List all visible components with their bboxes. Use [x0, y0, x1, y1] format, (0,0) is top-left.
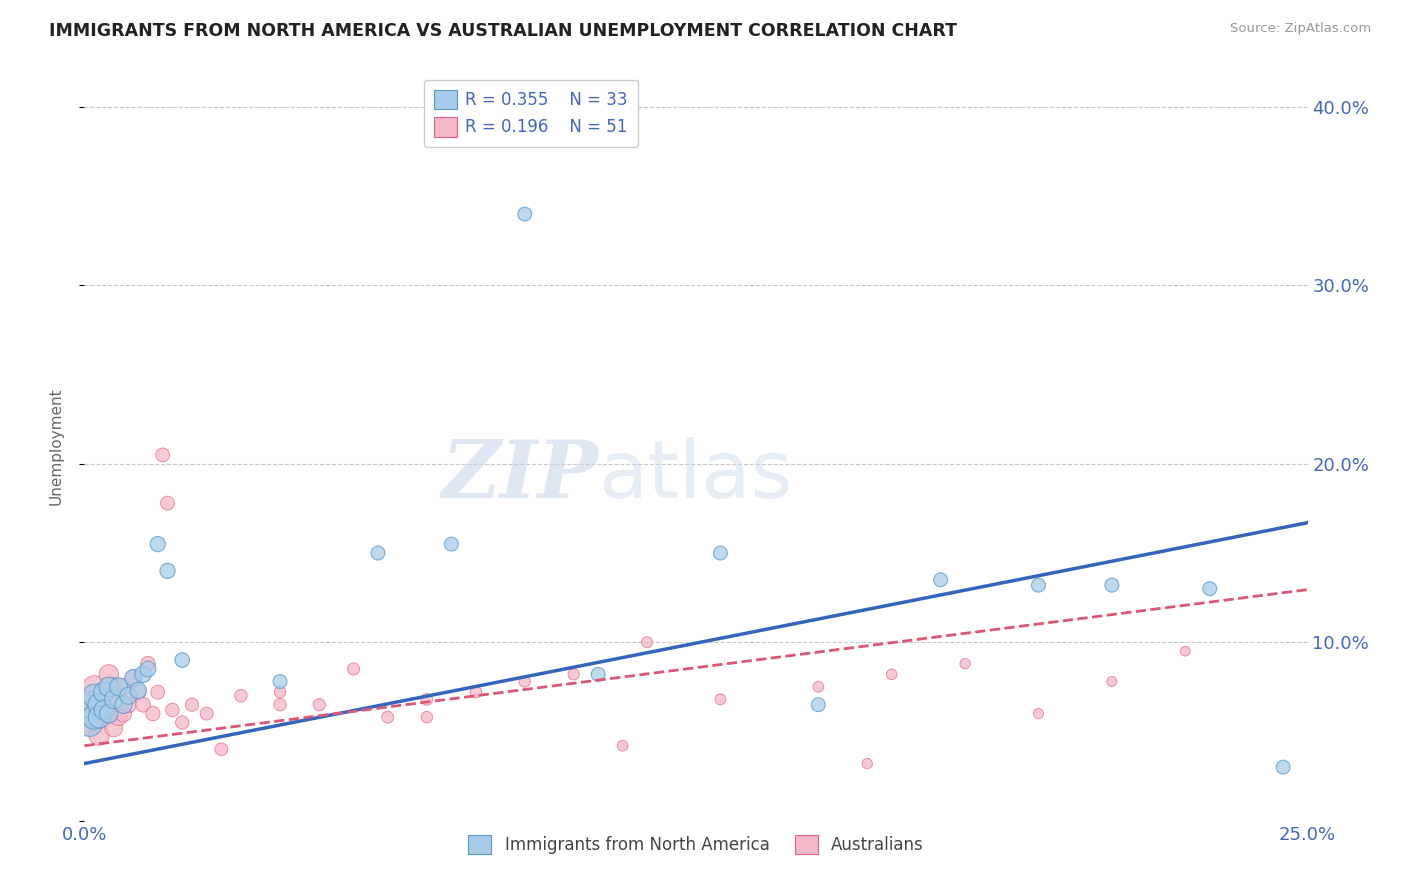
Point [929, 573, 952, 587]
Point [513, 207, 536, 221]
Point [636, 635, 658, 649]
Text: atlas: atlas [598, 437, 793, 515]
Point [87, 698, 110, 712]
Point [146, 685, 169, 699]
Point [103, 692, 125, 706]
Point [83, 710, 105, 724]
Point [103, 680, 125, 694]
Point [87, 698, 110, 712]
Point [136, 657, 159, 671]
Point [83, 680, 105, 694]
Point [97, 706, 120, 721]
Point [77, 698, 100, 712]
Point [440, 537, 463, 551]
Point [122, 671, 145, 685]
Text: Source: ZipAtlas.com: Source: ZipAtlas.com [1230, 22, 1371, 36]
Point [122, 671, 145, 685]
Point [269, 674, 291, 689]
Point [416, 692, 439, 706]
Point [209, 742, 232, 756]
Point [93, 703, 115, 717]
Point [112, 698, 135, 712]
Point [562, 667, 585, 681]
Point [97, 706, 120, 721]
Point [152, 448, 174, 462]
Y-axis label: Unemployment: Unemployment [49, 387, 63, 505]
Legend: Immigrants from North America, Australians: Immigrants from North America, Australia… [461, 829, 931, 861]
Point [107, 680, 129, 694]
Point [132, 698, 155, 712]
Point [87, 710, 110, 724]
Point [181, 698, 204, 712]
Point [83, 689, 105, 703]
Point [156, 496, 179, 510]
Point [807, 680, 830, 694]
Point [77, 715, 100, 730]
Point [229, 689, 252, 703]
Point [953, 657, 976, 671]
Point [1101, 674, 1123, 689]
Point [709, 692, 731, 706]
Point [93, 685, 115, 699]
Point [377, 710, 399, 724]
Point [112, 680, 135, 694]
Text: ZIP: ZIP [441, 437, 598, 515]
Point [142, 706, 165, 721]
Point [195, 706, 218, 721]
Point [77, 692, 100, 706]
Point [97, 680, 120, 694]
Point [97, 667, 120, 681]
Point [1198, 582, 1220, 596]
Point [367, 546, 389, 560]
Point [612, 739, 634, 753]
Point [87, 728, 110, 742]
Point [856, 756, 879, 771]
Point [132, 667, 155, 681]
Point [136, 662, 159, 676]
Point [586, 667, 609, 681]
Point [172, 715, 194, 730]
Point [107, 692, 129, 706]
Point [107, 710, 129, 724]
Point [1028, 706, 1050, 721]
Point [162, 703, 184, 717]
Point [1272, 760, 1295, 774]
Point [880, 667, 903, 681]
Point [342, 662, 364, 676]
Point [1101, 578, 1123, 592]
Point [709, 546, 731, 560]
Point [83, 710, 105, 724]
Point [127, 683, 149, 698]
Point [308, 698, 330, 712]
Point [416, 710, 439, 724]
Point [172, 653, 194, 667]
Point [117, 689, 139, 703]
Point [146, 537, 169, 551]
Point [1174, 644, 1197, 658]
Point [103, 721, 125, 735]
Point [269, 685, 291, 699]
Point [112, 706, 135, 721]
Point [127, 685, 149, 699]
Text: IMMIGRANTS FROM NORTH AMERICA VS AUSTRALIAN UNEMPLOYMENT CORRELATION CHART: IMMIGRANTS FROM NORTH AMERICA VS AUSTRAL… [49, 22, 957, 40]
Point [156, 564, 179, 578]
Point [1028, 578, 1050, 592]
Point [117, 698, 139, 712]
Point [464, 685, 486, 699]
Point [807, 698, 830, 712]
Point [93, 710, 115, 724]
Point [93, 685, 115, 699]
Point [77, 715, 100, 730]
Point [269, 698, 291, 712]
Point [513, 674, 536, 689]
